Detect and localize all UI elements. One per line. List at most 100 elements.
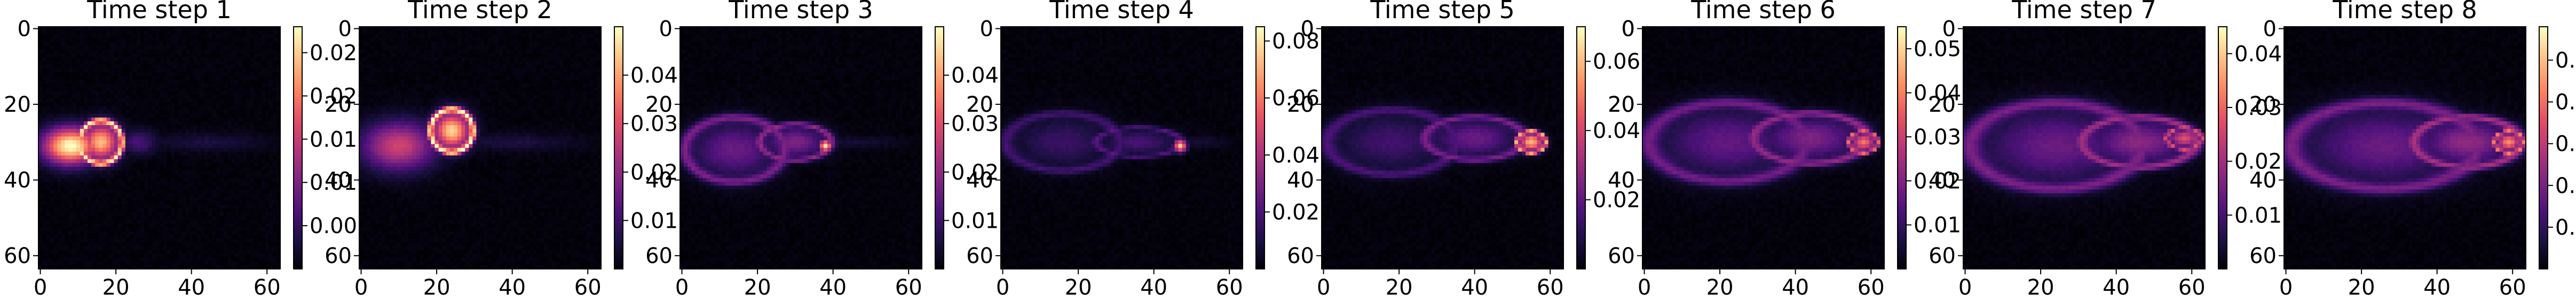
heatmap-cell — [227, 216, 231, 220]
heatmap-cell — [254, 133, 257, 136]
heatmap-cell — [209, 80, 212, 83]
heatmap-cell — [61, 118, 65, 121]
heatmap-cell — [563, 57, 567, 61]
heatmap-cell — [46, 178, 50, 182]
heatmap-cell — [265, 49, 269, 53]
heatmap-cell — [492, 65, 495, 68]
heatmap-cell — [269, 45, 273, 49]
heatmap-cell — [231, 254, 235, 258]
heatmap-cell — [193, 201, 197, 205]
heatmap-cell — [367, 27, 370, 30]
heatmap-cell — [57, 178, 61, 182]
heatmap-cell — [76, 34, 80, 38]
heatmap-cell — [420, 61, 423, 65]
heatmap-cell — [148, 87, 152, 91]
heatmap-cell — [171, 61, 175, 65]
heatmap-cell — [182, 98, 186, 102]
heatmap-cell — [99, 242, 102, 246]
heatmap-cell — [250, 91, 254, 95]
heatmap-cell — [186, 80, 189, 83]
heatmap-cell — [148, 83, 152, 87]
heatmap-cell — [216, 27, 220, 30]
heatmap-cell — [106, 235, 110, 238]
heatmap-cell — [227, 242, 231, 246]
heatmap-cell — [133, 30, 137, 34]
heatmap-cell — [212, 238, 216, 242]
heatmap-cell — [239, 118, 242, 121]
heatmap-cell — [239, 34, 242, 38]
heatmap-cell — [133, 261, 137, 265]
heatmap-cell — [224, 242, 227, 246]
heatmap-cell — [38, 42, 42, 45]
heatmap-cell — [160, 201, 163, 205]
heatmap-cell — [80, 246, 84, 250]
heatmap-cell — [254, 220, 257, 223]
heatmap-cell — [586, 57, 590, 61]
heatmap-cell — [544, 61, 548, 65]
heatmap-cell — [492, 61, 495, 65]
heatmap-cell — [465, 57, 469, 61]
heatmap-cell — [193, 121, 197, 125]
heatmap-cell — [73, 30, 76, 34]
heatmap-cell — [50, 42, 53, 45]
heatmap-cell — [262, 80, 265, 83]
heatmap-cell — [175, 193, 178, 197]
heatmap-cell — [273, 114, 276, 118]
heatmap-cell — [178, 87, 182, 91]
heatmap-cell — [80, 87, 84, 91]
heatmap-cell — [367, 53, 370, 57]
heatmap-cell — [53, 144, 57, 148]
heatmap-cell — [186, 182, 189, 186]
heatmap-cell — [171, 42, 175, 45]
heatmap-cell — [220, 186, 224, 189]
heatmap-cell — [50, 61, 53, 65]
heatmap-cell — [201, 238, 204, 242]
heatmap-cell — [435, 38, 439, 42]
heatmap-cell — [42, 118, 46, 121]
heatmap-cell — [53, 103, 57, 106]
heatmap-cell — [544, 57, 548, 61]
heatmap-cell — [163, 27, 167, 30]
heatmap-cell — [160, 250, 163, 254]
heatmap-cell — [152, 27, 155, 30]
heatmap-cell — [239, 171, 242, 174]
heatmap-cell — [197, 83, 201, 87]
heatmap-cell — [118, 38, 122, 42]
heatmap-cell — [212, 182, 216, 186]
heatmap-cell — [38, 95, 42, 98]
heatmap-cell — [148, 152, 152, 156]
heatmap-cell — [50, 209, 53, 212]
heatmap-cell — [262, 209, 265, 212]
heatmap-cell — [133, 178, 137, 182]
heatmap-cell — [224, 182, 227, 186]
heatmap-cell — [431, 53, 434, 57]
heatmap-cell — [80, 57, 84, 61]
heatmap-cell — [125, 156, 129, 159]
colorbar-segment — [294, 61, 302, 65]
heatmap-cell — [220, 227, 224, 231]
heatmap-cell — [216, 178, 220, 182]
heatmap-cell — [129, 148, 133, 152]
heatmap-cell — [435, 27, 439, 30]
heatmap-cell — [53, 136, 57, 140]
heatmap-cell — [427, 65, 431, 68]
heatmap-cell — [167, 242, 171, 246]
heatmap-cell — [182, 250, 186, 254]
heatmap-cell — [69, 238, 73, 242]
heatmap-cell — [370, 34, 374, 38]
heatmap-cell — [510, 49, 514, 53]
heatmap-cell — [262, 197, 265, 201]
heatmap-cell — [140, 159, 144, 163]
heatmap-cell — [91, 189, 95, 193]
heatmap-cell — [171, 68, 175, 72]
heatmap-cell — [171, 258, 175, 261]
heatmap-cell — [137, 121, 140, 125]
heatmap-cell — [61, 186, 65, 189]
heatmap-cell — [53, 129, 57, 133]
heatmap-cell — [457, 49, 461, 53]
heatmap-cell — [171, 223, 175, 227]
heatmap-cell — [91, 129, 95, 133]
heatmap-cell — [171, 163, 175, 167]
heatmap-cell — [552, 27, 556, 30]
heatmap-cell — [99, 163, 102, 167]
